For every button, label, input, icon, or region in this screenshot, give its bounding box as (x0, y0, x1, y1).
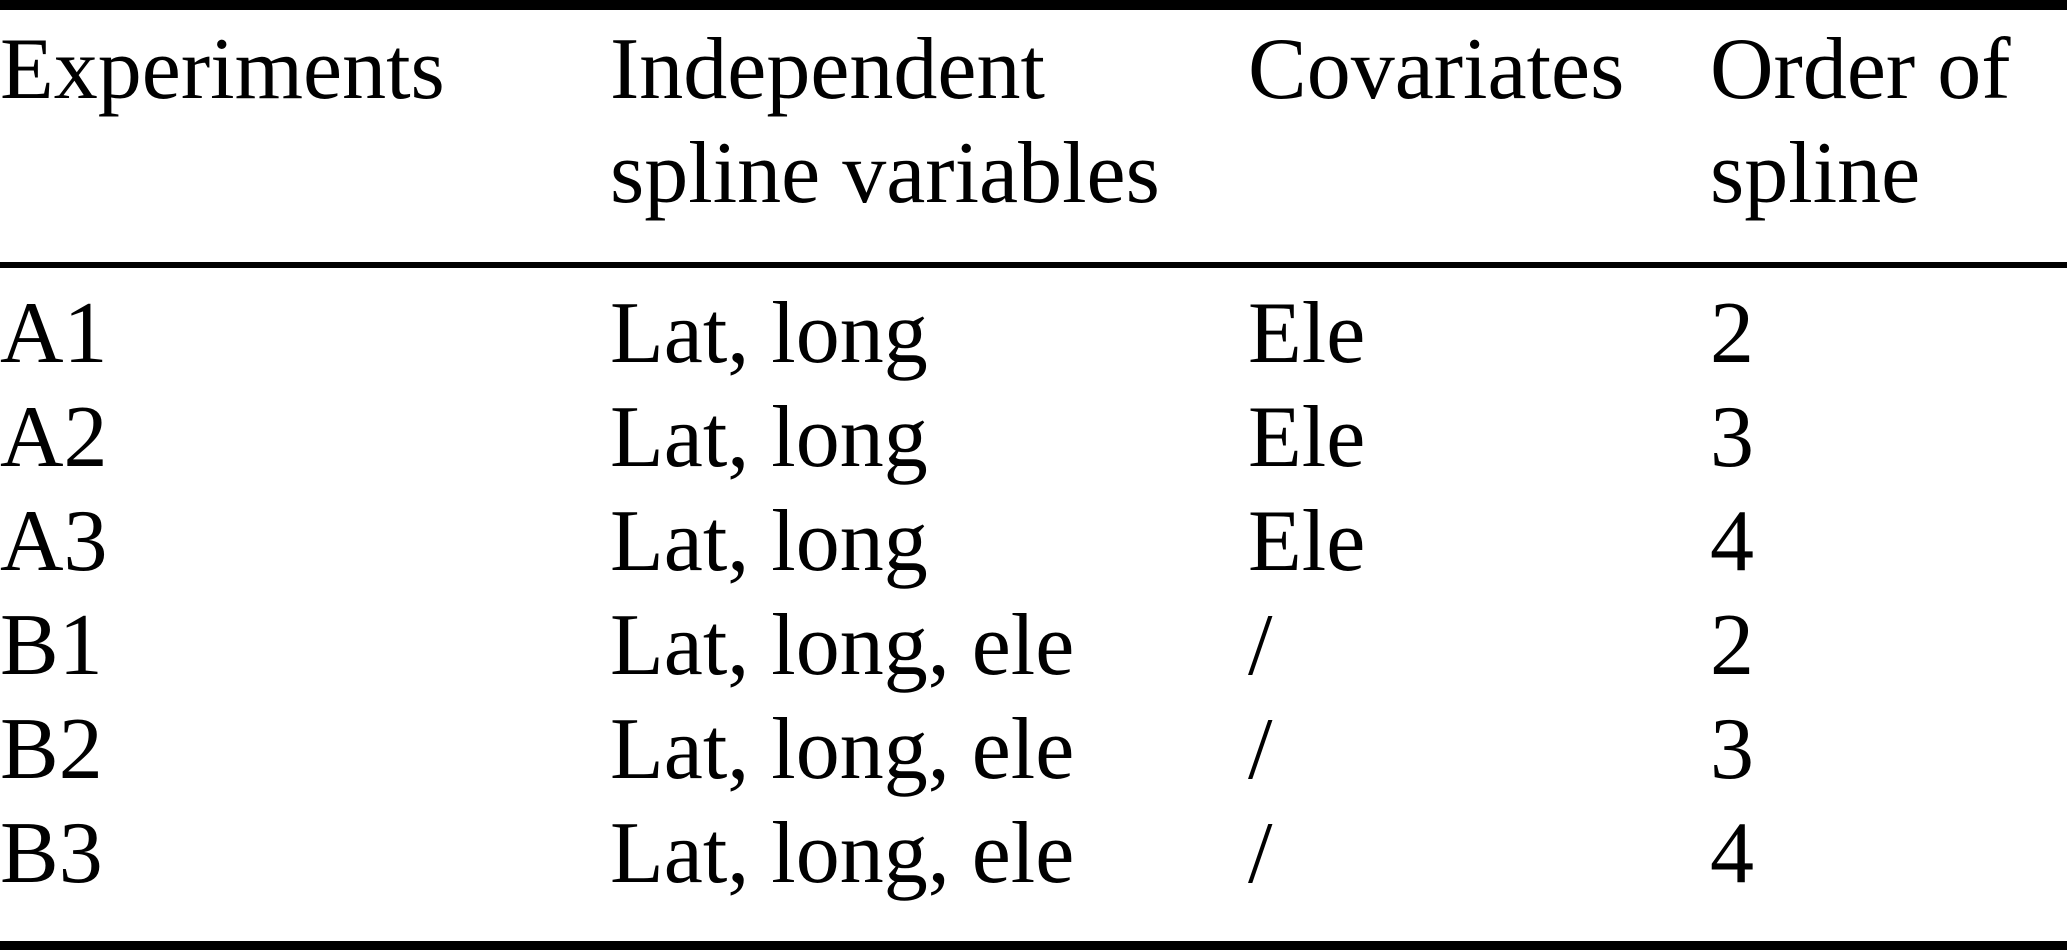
cell-experiment: A3 (0, 493, 108, 590)
cell-order-of-spline: 2 (1710, 285, 1754, 382)
table-row: B1 Lat, long, ele / 2 (0, 594, 2067, 698)
column-header-order-of-spline: Order of spline (1710, 5, 2067, 265)
cell-experiment: A1 (0, 285, 108, 382)
column-header-independent-spline-variables: Independent spline variables (610, 5, 1248, 265)
cell-experiment: A2 (0, 389, 108, 486)
cell-independent-spline-variables: Lat, long, ele (610, 701, 1075, 798)
cell-covariates: / (1248, 597, 1273, 694)
cell-order-of-spline: 3 (1710, 389, 1754, 486)
header-order-line1: Order of (1710, 21, 2011, 118)
cell-independent-spline-variables: Lat, long (610, 493, 928, 590)
cell-order-of-spline: 3 (1710, 701, 1754, 798)
header-covariates-line1: Covariates (1248, 21, 1625, 118)
table-row: B2 Lat, long, ele / 3 (0, 698, 2067, 802)
cell-experiment: B2 (0, 701, 103, 798)
cell-independent-spline-variables: Lat, long (610, 285, 928, 382)
header-row: Experiments Independent spline variables… (0, 5, 2067, 265)
cell-independent-spline-variables: Lat, long, ele (610, 805, 1075, 902)
cell-experiment: B1 (0, 597, 103, 694)
header-order-line2: spline (1710, 125, 1921, 222)
cell-independent-spline-variables: Lat, long, ele (610, 597, 1075, 694)
cell-covariates: Ele (1248, 493, 1366, 590)
table-row: A1 Lat, long Ele 2 (0, 265, 2067, 386)
column-header-covariates: Covariates (1248, 5, 1710, 265)
header-independent-line2: spline variables (610, 125, 1160, 222)
header-experiments-line1: Experiments (0, 21, 445, 118)
cell-independent-spline-variables: Lat, long (610, 389, 928, 486)
cell-covariates: Ele (1248, 389, 1366, 486)
cell-covariates: / (1248, 805, 1273, 902)
table-header: Experiments Independent spline variables… (0, 5, 2067, 265)
table-row: A3 Lat, long Ele 4 (0, 490, 2067, 594)
cell-experiment: B3 (0, 805, 103, 902)
table-row: B3 Lat, long, ele / 4 (0, 802, 2067, 946)
table-body: A1 Lat, long Ele 2 A2 Lat, long Ele 3 A3… (0, 265, 2067, 946)
cell-order-of-spline: 4 (1710, 493, 1754, 590)
table-row: A2 Lat, long Ele 3 (0, 386, 2067, 490)
column-header-experiments: Experiments (0, 5, 610, 265)
cell-covariates: Ele (1248, 285, 1366, 382)
header-independent-line1: Independent (610, 21, 1045, 118)
cell-order-of-spline: 4 (1710, 805, 1754, 902)
cell-order-of-spline: 2 (1710, 597, 1754, 694)
cell-covariates: / (1248, 701, 1273, 798)
